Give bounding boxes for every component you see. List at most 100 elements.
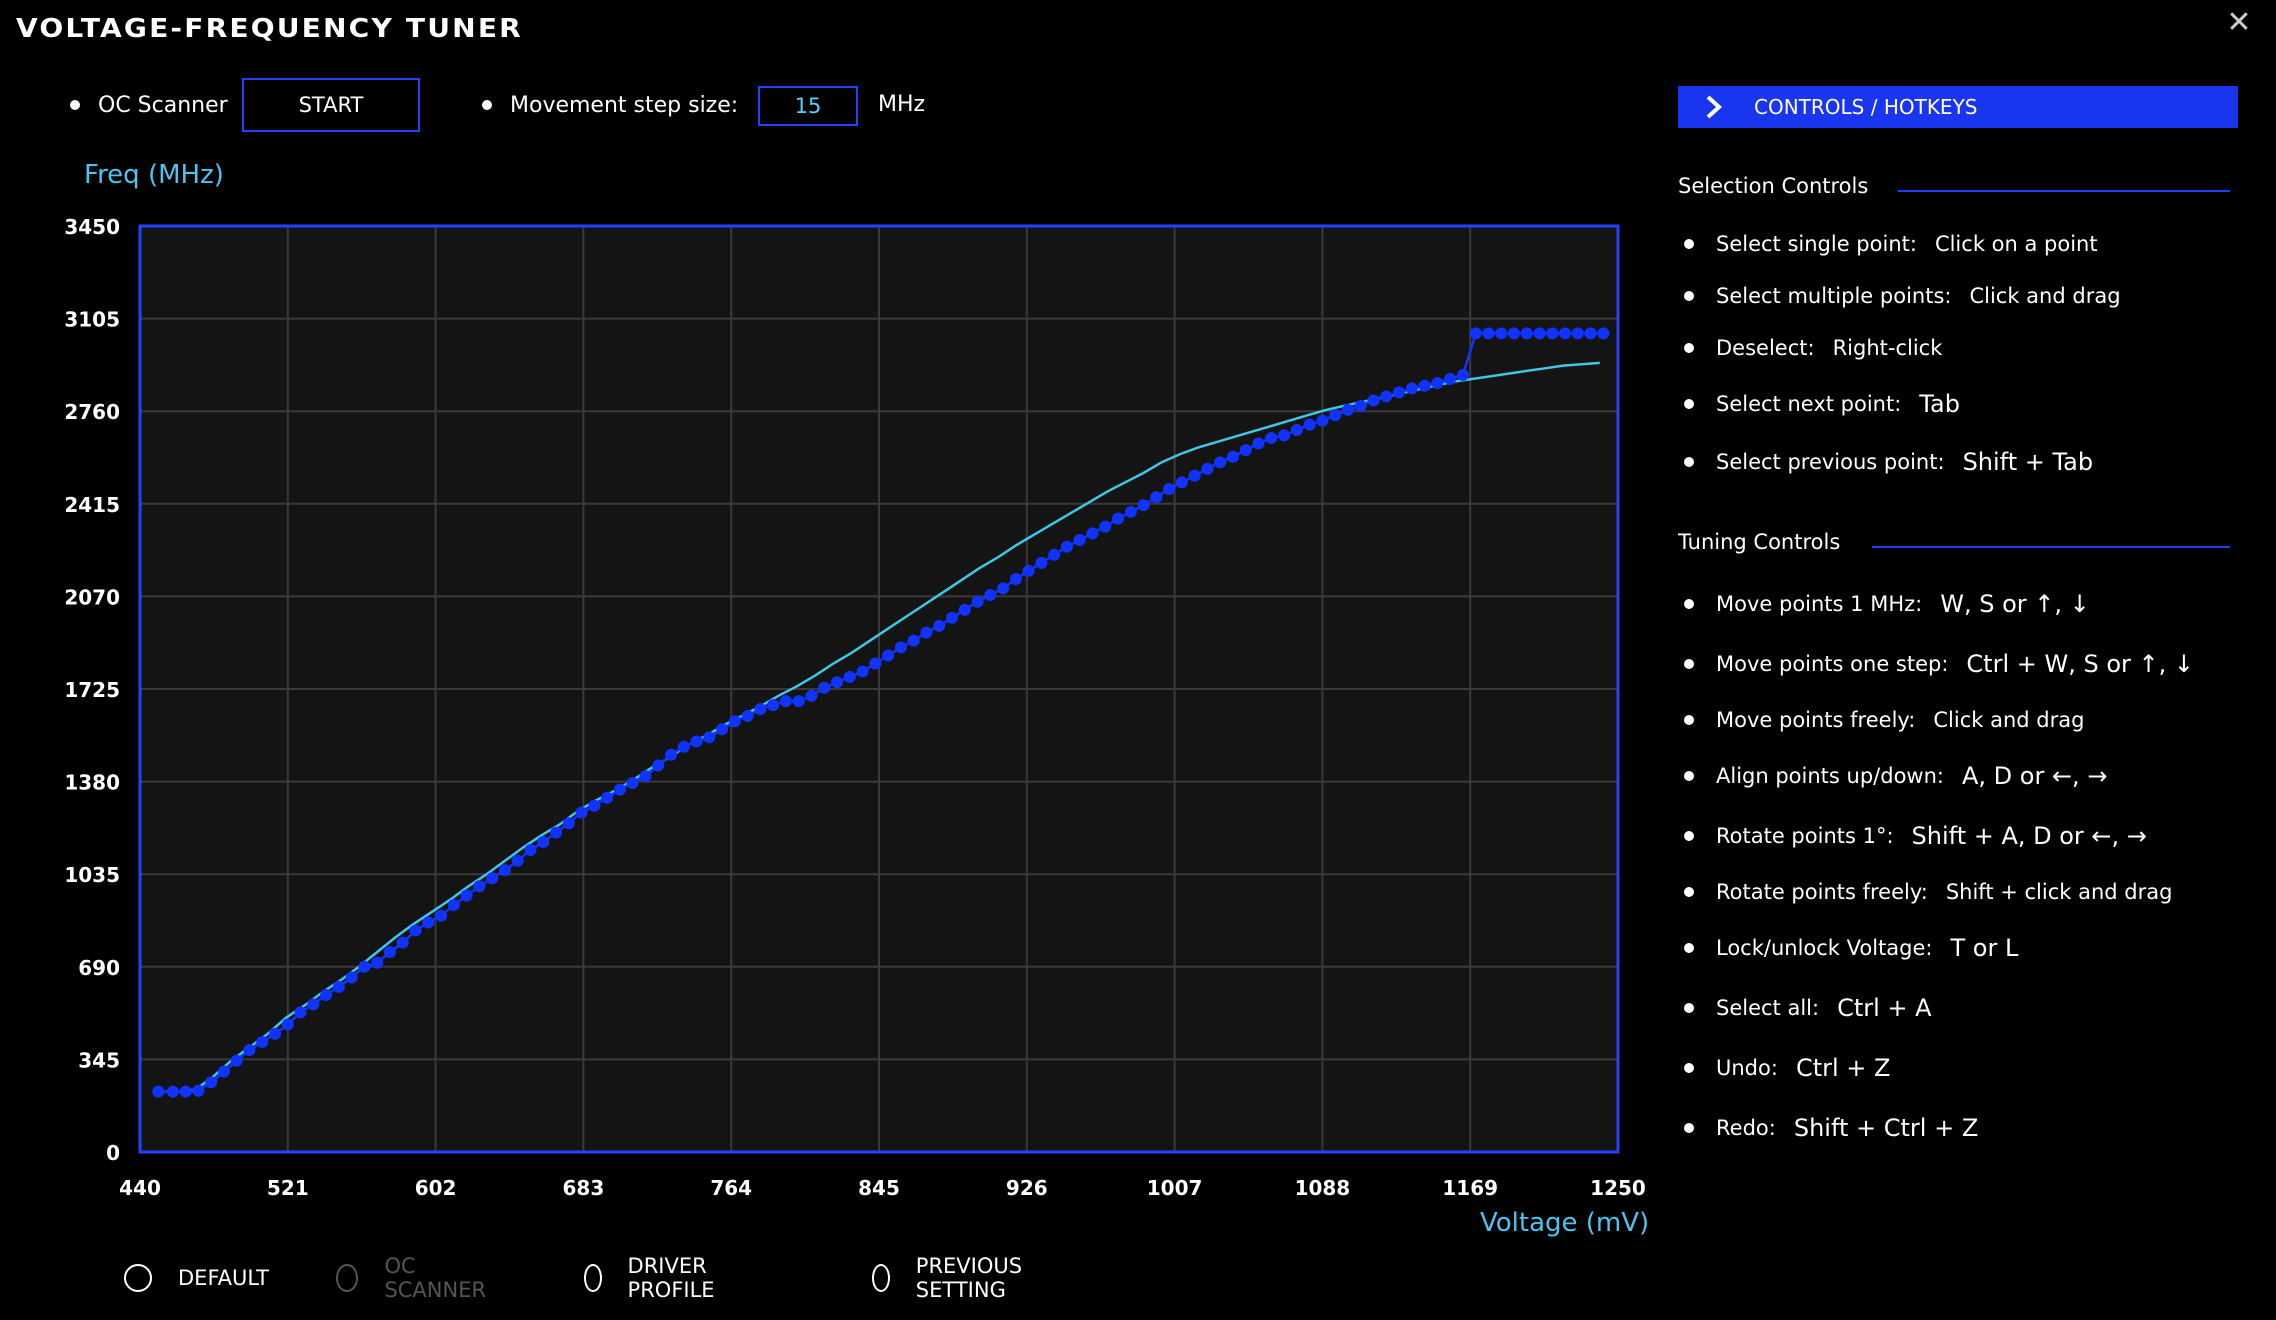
radio-driver-profile[interactable]: DRIVER PROFILE bbox=[584, 1254, 725, 1302]
curve-point[interactable] bbox=[1329, 409, 1342, 422]
curve-point[interactable] bbox=[511, 854, 524, 867]
curve-point[interactable] bbox=[1175, 476, 1188, 489]
curve-point[interactable] bbox=[971, 595, 984, 608]
curve-point[interactable] bbox=[1571, 327, 1584, 340]
curve-point[interactable] bbox=[1009, 572, 1022, 585]
curve-point[interactable] bbox=[422, 916, 435, 929]
curve-point[interactable] bbox=[856, 665, 869, 678]
curve-point[interactable] bbox=[243, 1044, 256, 1057]
curve-point[interactable] bbox=[307, 998, 320, 1011]
curve-point[interactable] bbox=[1035, 556, 1048, 569]
curve-point[interactable] bbox=[1367, 394, 1380, 407]
curve-point[interactable] bbox=[843, 670, 856, 683]
curve-point[interactable] bbox=[1239, 444, 1252, 457]
curve-point[interactable] bbox=[460, 889, 473, 902]
curve-point[interactable] bbox=[294, 1006, 307, 1019]
curve-point[interactable] bbox=[945, 611, 958, 624]
curve-point[interactable] bbox=[1341, 403, 1354, 416]
curve-point[interactable] bbox=[1214, 456, 1227, 469]
curve-point[interactable] bbox=[984, 589, 997, 602]
curve-point[interactable] bbox=[1431, 377, 1444, 390]
curve-point[interactable] bbox=[230, 1054, 243, 1067]
curve-point[interactable] bbox=[716, 723, 729, 736]
curve-point[interactable] bbox=[1597, 327, 1610, 340]
curve-point[interactable] bbox=[1163, 483, 1176, 496]
curve-point[interactable] bbox=[332, 980, 345, 993]
curve-point[interactable] bbox=[1584, 327, 1597, 340]
curve-point[interactable] bbox=[652, 759, 665, 772]
curve-point[interactable] bbox=[1456, 368, 1469, 381]
curve-point[interactable] bbox=[792, 695, 805, 708]
curve-point[interactable] bbox=[358, 960, 371, 973]
curve-point[interactable] bbox=[152, 1085, 165, 1098]
curve-point[interactable] bbox=[217, 1065, 230, 1078]
curve-point[interactable] bbox=[1060, 540, 1073, 553]
curve-point[interactable] bbox=[269, 1027, 282, 1040]
curve-point[interactable] bbox=[882, 649, 895, 662]
curve-point[interactable] bbox=[1405, 382, 1418, 395]
radio-circle-icon[interactable] bbox=[872, 1264, 890, 1292]
curve-point[interactable] bbox=[1303, 418, 1316, 431]
curve-point[interactable] bbox=[1086, 527, 1099, 540]
curve-point[interactable] bbox=[1099, 520, 1112, 533]
curve-point[interactable] bbox=[550, 826, 563, 839]
curve-point[interactable] bbox=[562, 817, 575, 830]
curve-point[interactable] bbox=[524, 844, 537, 857]
curve-point[interactable] bbox=[779, 695, 792, 708]
curve-point[interactable] bbox=[728, 715, 741, 728]
curve-point[interactable] bbox=[767, 699, 780, 712]
curve-point[interactable] bbox=[435, 909, 448, 922]
start-button[interactable]: START bbox=[242, 78, 420, 132]
curve-point[interactable] bbox=[613, 783, 626, 796]
curve-point[interactable] bbox=[1022, 564, 1035, 577]
curve-point[interactable] bbox=[1380, 390, 1393, 403]
curve-point[interactable] bbox=[601, 791, 614, 804]
step-size-input[interactable] bbox=[758, 86, 858, 126]
curve-point[interactable] bbox=[626, 776, 639, 789]
radio-circle-icon[interactable] bbox=[584, 1264, 602, 1292]
curve-point[interactable] bbox=[166, 1085, 179, 1098]
close-icon[interactable]: ✕ bbox=[2226, 5, 2252, 40]
curve-point[interactable] bbox=[396, 936, 409, 949]
curve-point[interactable] bbox=[1418, 379, 1431, 392]
curve-point[interactable] bbox=[1150, 491, 1163, 504]
curve-point[interactable] bbox=[179, 1085, 192, 1098]
curve-point[interactable] bbox=[741, 709, 754, 722]
curve-point[interactable] bbox=[1469, 327, 1482, 340]
curve-point[interactable] bbox=[192, 1084, 205, 1097]
curve-point[interactable] bbox=[473, 880, 486, 893]
curve-point[interactable] bbox=[1265, 432, 1278, 445]
curve-point[interactable] bbox=[894, 641, 907, 654]
curve-point[interactable] bbox=[371, 956, 384, 969]
curve-point[interactable] bbox=[1559, 327, 1572, 340]
curve-point[interactable] bbox=[281, 1018, 294, 1031]
curve-point[interactable] bbox=[1226, 450, 1239, 463]
curve-point[interactable] bbox=[831, 676, 844, 689]
curve-point[interactable] bbox=[256, 1035, 269, 1048]
curve-point[interactable] bbox=[588, 799, 601, 812]
curve-point[interactable] bbox=[1188, 469, 1201, 482]
radio-previous-setting[interactable]: PREVIOUS SETTING bbox=[872, 1254, 1032, 1302]
curve-point[interactable] bbox=[345, 971, 358, 984]
curve-point[interactable] bbox=[958, 603, 971, 616]
curve-point[interactable] bbox=[1252, 437, 1265, 450]
curve-point[interactable] bbox=[1048, 548, 1061, 561]
curve-point[interactable] bbox=[320, 988, 333, 1001]
curve-point[interactable] bbox=[869, 657, 882, 670]
curve-point[interactable] bbox=[1124, 505, 1137, 518]
curve-point[interactable] bbox=[575, 806, 588, 819]
curve-point[interactable] bbox=[1444, 372, 1457, 385]
curve-point[interactable] bbox=[818, 681, 831, 694]
curve-point[interactable] bbox=[205, 1076, 218, 1089]
curve-point[interactable] bbox=[754, 703, 767, 716]
curve-point[interactable] bbox=[409, 924, 422, 937]
curve-point[interactable] bbox=[907, 634, 920, 647]
curve-point[interactable] bbox=[447, 899, 460, 912]
curve-point[interactable] bbox=[1533, 327, 1546, 340]
curve-point[interactable] bbox=[664, 748, 677, 761]
curve-point[interactable] bbox=[1112, 512, 1125, 525]
curve-point[interactable] bbox=[1520, 327, 1533, 340]
curve-point[interactable] bbox=[1316, 414, 1329, 427]
curve-point[interactable] bbox=[1201, 462, 1214, 475]
curve-point[interactable] bbox=[703, 731, 716, 744]
